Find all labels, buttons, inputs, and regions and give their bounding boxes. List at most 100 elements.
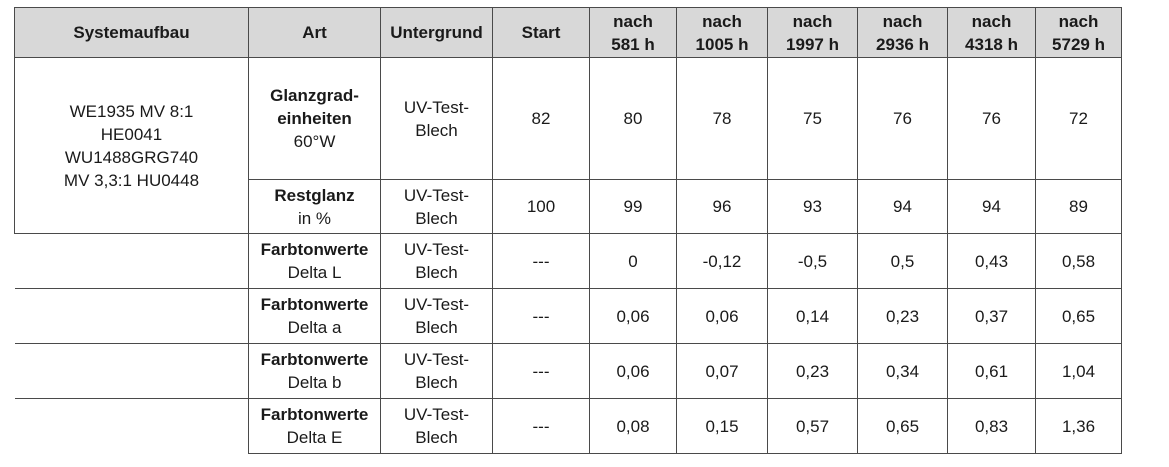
value-cell: 0 [589,233,677,289]
value-cell: 99 [589,179,677,234]
art-title: Restglanz [274,185,355,205]
value-cell: 1,36 [1035,398,1122,454]
start-cell: --- [492,233,590,289]
header-art: Art [248,7,381,58]
empty-cell [14,233,249,289]
value-cell: 78 [676,57,768,180]
value-cell: 76 [857,57,948,180]
untergrund-cell: UV-Test-Blech [380,398,493,454]
header-time-l1: nach [792,11,833,31]
art-title: Farbtonwerte [260,295,369,314]
art-title: Farbtonwerte [260,405,369,424]
empty-cell [14,398,249,454]
value-cell: 0,58 [1035,233,1122,289]
start-cell: --- [492,288,590,344]
header-untergrund: Untergrund [380,7,493,58]
header-time-col: nach 581 h [589,7,677,58]
table-row: Farbtonwerte Delta L UV-Test-Blech --- 0… [14,233,1122,289]
art-title: Glanzgrad-einheiten [270,86,359,128]
value-cell: 0,23 [767,343,858,399]
value-cell: 76 [947,57,1036,180]
untergrund-cell: UV-Test-Blech [380,179,493,234]
header-time-l2: 4318 h [965,34,1018,54]
value-cell: 94 [947,179,1036,234]
header-time-col: nach 5729 h [1035,7,1122,58]
value-cell: 0,57 [767,398,858,454]
value-cell: -0,12 [676,233,768,289]
table-row: Farbtonwerte Delta a UV-Test-Blech --- 0… [14,288,1122,344]
results-table: Systemaufbau Art Untergrund Start nach 58… [14,7,1122,454]
value-cell: 0,14 [767,288,858,344]
header-time-col: nach 1997 h [767,7,858,58]
value-cell: 94 [857,179,948,234]
empty-cell [14,288,249,344]
value-cell: 0,23 [857,288,948,344]
value-cell: 72 [1035,57,1122,180]
header-time-col: nach 4318 h [947,7,1036,58]
header-time-l2: 1005 h [695,34,749,54]
header-time-l1: nach [882,11,923,31]
start-cell: --- [492,398,590,454]
art-cell: Restglanz in % [248,179,381,234]
value-cell: 89 [1035,179,1122,234]
art-cell: Farbtonwerte Delta E [248,398,381,454]
value-cell: 1,04 [1035,343,1122,399]
header-time-col: nach 2936 h [857,7,948,58]
system-line: HE0041 [100,124,163,144]
header-time-l2: 2936 h [876,34,929,54]
empty-cell [14,343,249,399]
art-unit: Delta b [287,373,342,392]
system-line: WU1488GRG740 [64,147,199,167]
value-cell: 93 [767,179,858,234]
table-row: Farbtonwerte Delta E UV-Test-Blech --- 0… [14,398,1122,454]
art-unit: Delta L [287,263,342,282]
value-cell: 0,06 [589,343,677,399]
header-time-l2: 5729 h [1052,34,1105,54]
header-time-l1: nach [971,11,1012,31]
value-cell: 0,37 [947,288,1036,344]
value-cell: 75 [767,57,858,180]
value-cell: 0,06 [589,288,677,344]
art-cell: Glanzgrad-einheiten 60°W [248,57,381,180]
value-cell: 0,5 [857,233,948,289]
value-cell: 0,65 [857,398,948,454]
start-cell: 82 [492,57,590,180]
table-row: WE1935 MV 8:1 HE0041 WU1488GRG740 MV 3,3… [14,57,1122,234]
untergrund-cell: UV-Test-Blech [380,57,493,180]
value-cell: 0,07 [676,343,768,399]
art-unit: Delta a [287,318,342,337]
value-cell: 0,08 [589,398,677,454]
value-cell: 0,34 [857,343,948,399]
header-time-l2: 1997 h [786,34,839,54]
header-time-l1: nach [613,11,653,31]
table-row: Restglanz in % UV-Test-Blech 100 99 96 9… [15,179,1122,234]
art-cell: Farbtonwerte Delta a [248,288,381,344]
art-unit: in % [297,208,332,228]
art-unit: 60°W [293,132,336,151]
value-cell: 0,65 [1035,288,1122,344]
value-cell: -0,5 [767,233,858,289]
header-time-l2: 581 h [611,34,655,54]
table-row: Farbtonwerte Delta b UV-Test-Blech --- 0… [14,343,1122,399]
header-row: Systemaufbau Art Untergrund Start nach 58… [14,7,1122,58]
untergrund-cell: UV-Test-Blech [380,233,493,289]
untergrund-cell: UV-Test-Blech [380,343,493,399]
value-cell: 0,83 [947,398,1036,454]
header-time-col: nach 1005 h [676,7,768,58]
value-cell: 0,43 [947,233,1036,289]
art-unit: Delta E [286,428,343,447]
start-cell: 100 [492,179,590,234]
art-title: Farbtonwerte [260,240,369,259]
header-systemaufbau: Systemaufbau [14,7,249,58]
untergrund-cell: UV-Test-Blech [380,288,493,344]
value-cell: 80 [589,57,677,180]
header-time-l1: nach [702,11,742,31]
header-time-l1: nach [1058,11,1099,31]
value-cell: 96 [676,179,768,234]
start-cell: --- [492,343,590,399]
art-title: Farbtonwerte [260,350,369,369]
value-cell: 0,61 [947,343,1036,399]
header-start: Start [492,7,590,58]
art-cell: Farbtonwerte Delta b [248,343,381,399]
